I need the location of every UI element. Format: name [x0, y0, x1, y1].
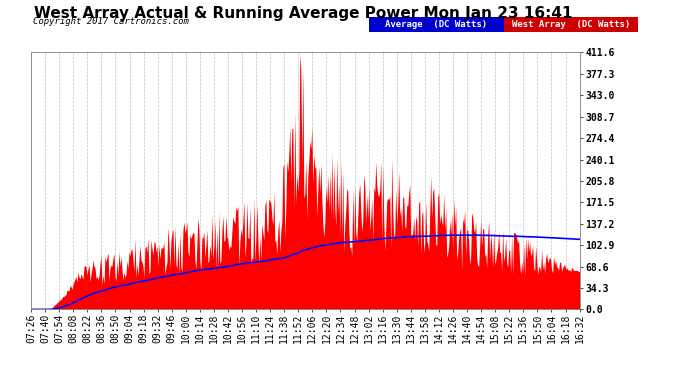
Text: Copyright 2017 Cartronics.com: Copyright 2017 Cartronics.com	[33, 17, 189, 26]
Text: West Array  (DC Watts): West Array (DC Watts)	[512, 20, 630, 29]
Text: West Array Actual & Running Average Power Mon Jan 23 16:41: West Array Actual & Running Average Powe…	[34, 6, 573, 21]
Text: Average  (DC Watts): Average (DC Watts)	[385, 20, 488, 29]
